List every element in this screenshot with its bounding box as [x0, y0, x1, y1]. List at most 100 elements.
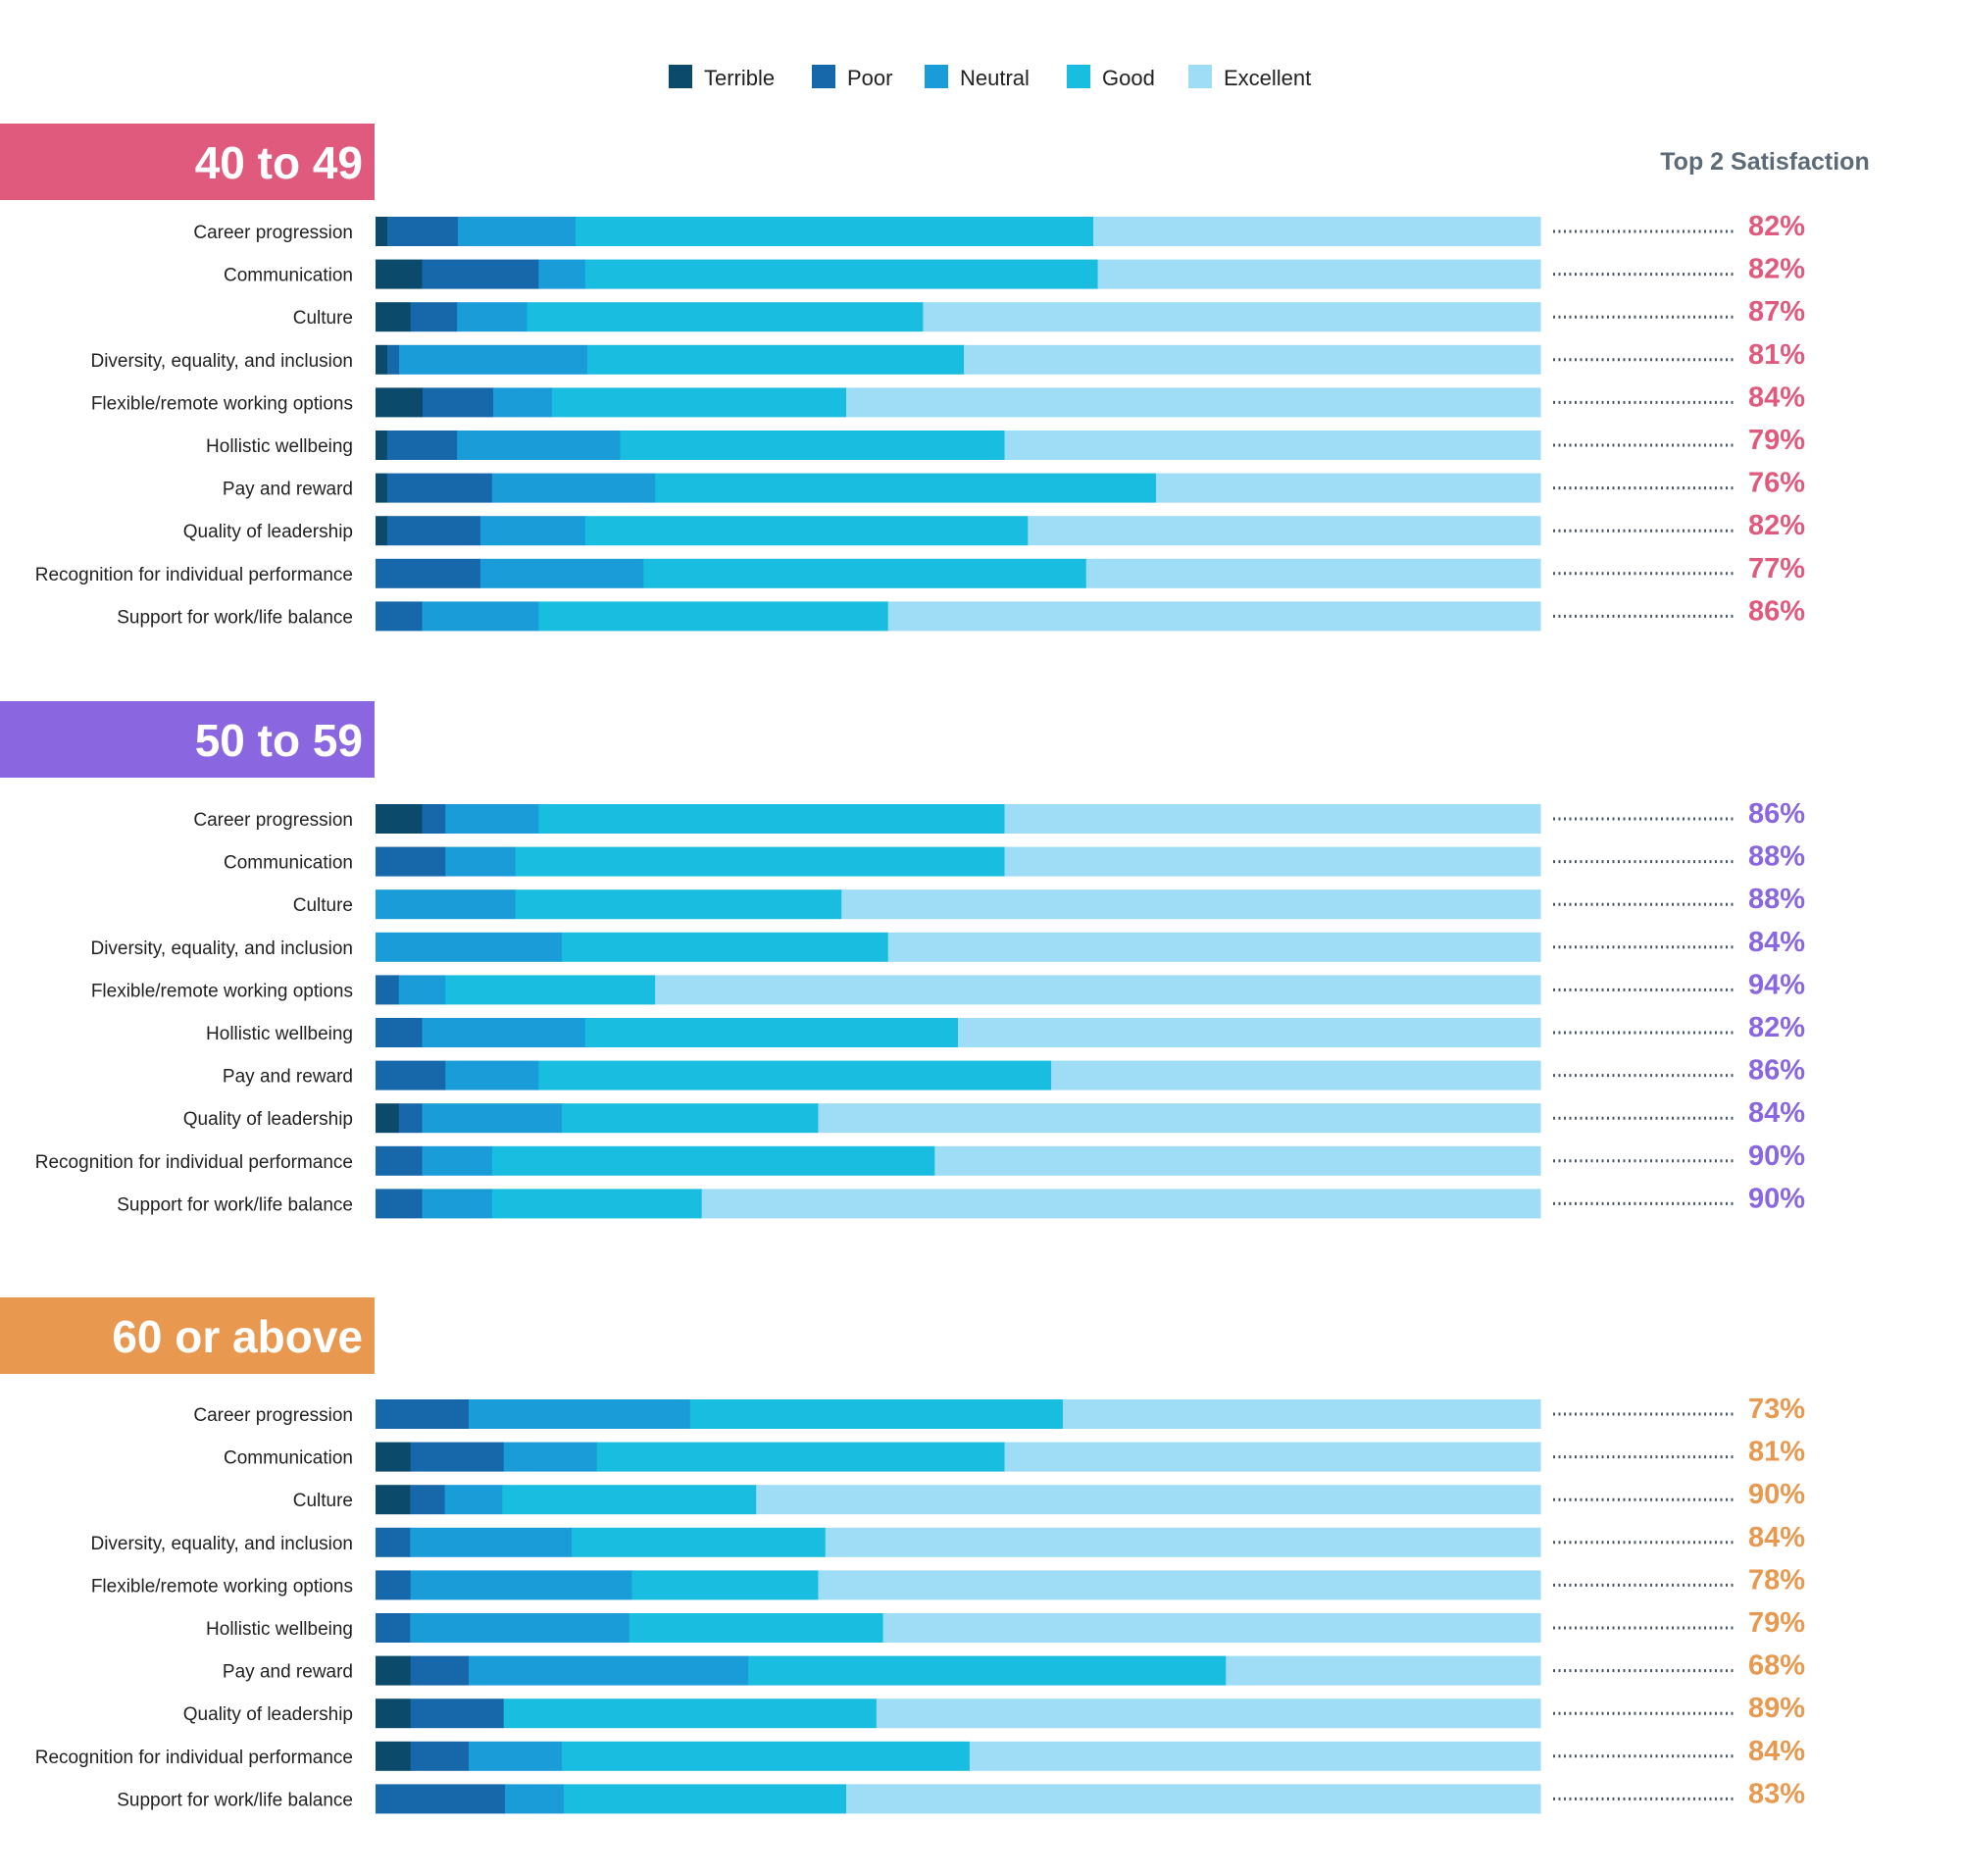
top2-value: 73% [1748, 1394, 1805, 1425]
category-label: Career progression [193, 223, 353, 243]
bar-segment-poor [387, 344, 400, 375]
bar-segment-terrible [376, 1699, 412, 1729]
top2-value: 90% [1748, 1141, 1805, 1172]
bar-segment-excellent [1226, 1655, 1541, 1686]
category-label: Communication [224, 266, 353, 286]
legend-swatch-poor [812, 65, 835, 88]
bar-segment-good [515, 846, 1006, 877]
legend-swatch-good [1067, 65, 1090, 88]
bar-segment-poor [376, 1018, 424, 1047]
top2-value: 82% [1748, 211, 1805, 242]
bar-segment-excellent [1093, 217, 1541, 246]
bar-segment-good [538, 601, 889, 632]
panel-3: 60 or above Career progression 73% Communic… [0, 1297, 1805, 1814]
bar-segment-terrible [376, 431, 388, 460]
bar-segment-excellent [1004, 846, 1541, 877]
bar-segment-excellent [818, 1570, 1541, 1600]
top2-value: 83% [1748, 1778, 1805, 1809]
bar-segment-neutral [422, 1103, 563, 1134]
category-label: Quality of leadership [183, 1109, 353, 1130]
top2-value: 84% [1748, 1522, 1805, 1553]
age-group-panels: 40 to 49 Career progression 82% Communicati… [0, 124, 1805, 1814]
bar-segment-neutral [410, 1527, 573, 1557]
bar-segment-good [576, 217, 1094, 246]
top2-value: 82% [1748, 254, 1805, 285]
top2-value: 88% [1748, 884, 1805, 915]
top2-value: 90% [1748, 1183, 1805, 1214]
bar-segment-good [515, 889, 842, 920]
top2-value: 79% [1748, 1607, 1805, 1639]
category-label: Culture [293, 895, 353, 916]
bar-segment-poor [376, 601, 424, 632]
bar-segment-good [503, 1699, 878, 1729]
top2-value: 87% [1748, 296, 1805, 328]
bar-segment-poor [410, 302, 458, 332]
category-label: Support for work/life balance [117, 607, 353, 628]
category-label: Hollistic wellbeing [206, 436, 353, 457]
bar-segment-excellent [1004, 804, 1541, 834]
bar-segment-good [538, 1060, 1052, 1090]
panel-title-banner [0, 701, 375, 778]
bar-segment-good [584, 259, 1099, 289]
bar-segment-neutral [491, 473, 656, 503]
bar-segment-excellent [756, 1485, 1541, 1515]
bar-segment-good [527, 302, 924, 332]
panel-title: 50 to 59 [195, 715, 363, 766]
bar-segment-neutral [469, 1741, 563, 1771]
category-label: Culture [293, 308, 353, 329]
panel-1: 40 to 49 Career progression 82% Communicati… [0, 124, 1805, 632]
bar-segment-poor [422, 259, 539, 289]
category-label: Quality of leadership [183, 522, 353, 542]
bar-segment-neutral [445, 1060, 539, 1090]
bar-segment-excellent [1004, 1442, 1541, 1472]
bar-segment-excellent [923, 302, 1541, 332]
bar-segment-poor [423, 387, 494, 418]
bar-segment-poor [376, 1527, 411, 1557]
bar-segment-neutral [505, 1784, 565, 1814]
bar-segment-excellent [1051, 1060, 1541, 1090]
category-label: Hollistic wellbeing [206, 1024, 353, 1044]
bar-segment-excellent [1004, 431, 1541, 460]
bar-segment-terrible [376, 1741, 412, 1771]
bar-segment-poor [410, 1699, 505, 1729]
category-label: Diversity, equality, and inclusion [90, 1534, 353, 1554]
legend-label-neutral: Neutral [960, 66, 1030, 90]
bar-segment-poor [386, 431, 458, 460]
bar-segment-good [689, 1399, 1064, 1429]
category-label: Pay and reward [223, 1067, 353, 1088]
legend-swatch-neutral [925, 65, 948, 88]
top2-value: 94% [1748, 969, 1805, 1000]
bar-segment-terrible [376, 259, 424, 289]
legend-swatch-excellent [1188, 65, 1212, 88]
bar-segment-good [564, 1784, 847, 1814]
bar-segment-excellent [701, 1189, 1541, 1219]
bar-segment-good [584, 516, 1029, 546]
bar-segment-excellent [969, 1741, 1541, 1771]
bar-segment-excellent [1062, 1399, 1541, 1429]
category-label: Diversity, equality, and inclusion [90, 351, 353, 372]
bar-segment-poor [410, 1485, 446, 1515]
bar-segment-neutral [376, 889, 517, 920]
chart-legend: Terrible Poor Neutral Good Excellent [669, 65, 1311, 90]
category-label: Flexible/remote working options [91, 981, 353, 1001]
top2-satisfaction-header: Top 2 Satisfaction [1660, 148, 1869, 176]
bar-segment-excellent [934, 1145, 1541, 1176]
bar-segment-good [655, 473, 1157, 503]
category-label: Pay and reward [223, 1662, 353, 1683]
bar-segment-poor [410, 1655, 470, 1686]
bar-segment-terrible [376, 804, 424, 834]
top2-value: 86% [1748, 1055, 1805, 1087]
legend-label-excellent: Excellent [1224, 66, 1311, 90]
bar-segment-neutral [399, 344, 588, 375]
bar-segment-neutral [422, 1189, 493, 1219]
top2-value: 78% [1748, 1564, 1805, 1596]
bar-segment-good [491, 1189, 703, 1219]
bar-segment-neutral [458, 217, 577, 246]
top2-value: 86% [1748, 798, 1805, 830]
category-label: Recognition for individual performance [35, 1152, 353, 1173]
top2-value: 81% [1748, 1437, 1805, 1468]
category-label: Quality of leadership [183, 1704, 353, 1725]
bar-segment-neutral [469, 1655, 749, 1686]
bar-segment-terrible [376, 344, 388, 375]
